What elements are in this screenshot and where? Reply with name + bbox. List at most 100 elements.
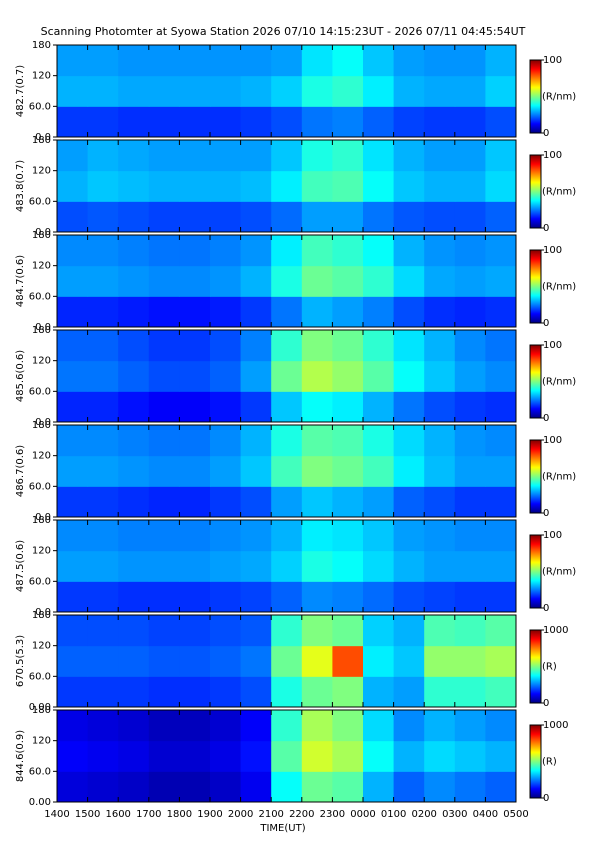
- y-axis-label: 483.8(0.7): [15, 160, 26, 212]
- colorbar-label: (R): [542, 662, 557, 673]
- heat-cell: [424, 45, 456, 77]
- heat-cell: [454, 235, 486, 267]
- heat-cell: [363, 170, 395, 202]
- colorbar: [529, 439, 542, 514]
- heat-cell: [393, 645, 425, 677]
- heat-cell: [210, 520, 242, 552]
- y-tick-label: 180: [32, 705, 51, 716]
- heat-cell: [454, 170, 486, 202]
- x-tick-label: 0200: [411, 809, 436, 820]
- heat-cell: [363, 771, 395, 803]
- heat-cell: [454, 391, 486, 423]
- heat-cell: [363, 455, 395, 487]
- heat-cell: [424, 520, 456, 552]
- heat-cell: [271, 201, 303, 233]
- heat-cell: [240, 645, 272, 677]
- heat-cell: [485, 740, 517, 772]
- heat-cell: [148, 740, 180, 772]
- heat-cell: [87, 615, 119, 647]
- heat-cell: [240, 140, 272, 172]
- colorbar-tick-label: 100: [543, 340, 562, 351]
- colorbar-tick-label: 0: [543, 508, 549, 519]
- heat-cell: [240, 45, 272, 77]
- heat-cell: [179, 140, 211, 172]
- heat-cell: [332, 360, 364, 392]
- y-tick-label: 120: [32, 451, 51, 462]
- heat-cell: [332, 45, 364, 77]
- heat-cell: [363, 581, 395, 613]
- heat-cell: [485, 425, 517, 457]
- heat-cell: [179, 201, 211, 233]
- heat-cell: [210, 710, 242, 742]
- heat-cell: [363, 486, 395, 518]
- heat-cell: [363, 330, 395, 362]
- y-axis-label: 487.5(0.6): [15, 540, 26, 592]
- heat-cell: [210, 235, 242, 267]
- heat-cell: [332, 425, 364, 457]
- heat-cell: [210, 486, 242, 518]
- colorbar: [529, 249, 542, 324]
- heat-cell: [87, 455, 119, 487]
- heat-cell: [87, 45, 119, 77]
- heat-cell: [454, 265, 486, 297]
- heat-cell: [148, 645, 180, 677]
- heat-cell: [332, 201, 364, 233]
- heat-cell: [454, 615, 486, 647]
- heat-cell: [210, 170, 242, 202]
- heat-cell: [118, 710, 150, 742]
- heat-cell: [271, 106, 303, 138]
- heat-cell: [454, 140, 486, 172]
- heat-cell: [210, 740, 242, 772]
- plot-frame: [56, 139, 517, 233]
- heat-cell: [332, 296, 364, 328]
- heat-cell: [454, 425, 486, 457]
- colorbar-tick-label: 1000: [543, 720, 568, 731]
- heat-cell: [87, 581, 119, 613]
- colorbar-tick-label: 0: [543, 698, 549, 709]
- y-tick-label: 60.0: [29, 291, 51, 302]
- heat-cell: [393, 615, 425, 647]
- heat-cell: [118, 75, 150, 107]
- heat-cell: [485, 615, 517, 647]
- heat-cell: [148, 615, 180, 647]
- heat-cell: [424, 645, 456, 677]
- heat-cell: [240, 771, 272, 803]
- y-tick-label: 0.0: [35, 417, 51, 428]
- heat-cell: [271, 45, 303, 77]
- heat-cell: [393, 140, 425, 172]
- colorbar-tick-label: 100: [543, 150, 562, 161]
- heat-cell: [57, 106, 89, 138]
- heat-cell: [240, 235, 272, 267]
- heat-cell: [485, 360, 517, 392]
- y-tick-label: 0.0: [35, 322, 51, 333]
- heat-cell: [271, 330, 303, 362]
- heat-cell: [301, 771, 333, 803]
- heat-cell: [393, 391, 425, 423]
- heat-cell: [87, 486, 119, 518]
- y-tick-label: 180: [32, 325, 51, 336]
- heat-cell: [454, 486, 486, 518]
- heat-cell: [485, 581, 517, 613]
- colorbar: [529, 154, 542, 229]
- heat-cell: [210, 550, 242, 582]
- heat-cell: [210, 106, 242, 138]
- y-tick-label: 60.0: [29, 481, 51, 492]
- heat-cell: [210, 425, 242, 457]
- heat-cell: [454, 645, 486, 677]
- heat-cell: [393, 265, 425, 297]
- heat-cell: [301, 615, 333, 647]
- heat-cell: [148, 676, 180, 708]
- heat-cell: [454, 296, 486, 328]
- y-tick-label: 120: [32, 166, 51, 177]
- heat-cell: [301, 391, 333, 423]
- heat-cell: [485, 771, 517, 803]
- y-axis-label: 485.6(0.6): [15, 350, 26, 402]
- y-tick-label: 60.0: [29, 196, 51, 207]
- heat-cell: [424, 455, 456, 487]
- heat-cell: [179, 75, 211, 107]
- heat-cell: [148, 486, 180, 518]
- heat-cell: [332, 75, 364, 107]
- heat-cell: [454, 520, 486, 552]
- heat-cell: [87, 740, 119, 772]
- heat-cell: [363, 296, 395, 328]
